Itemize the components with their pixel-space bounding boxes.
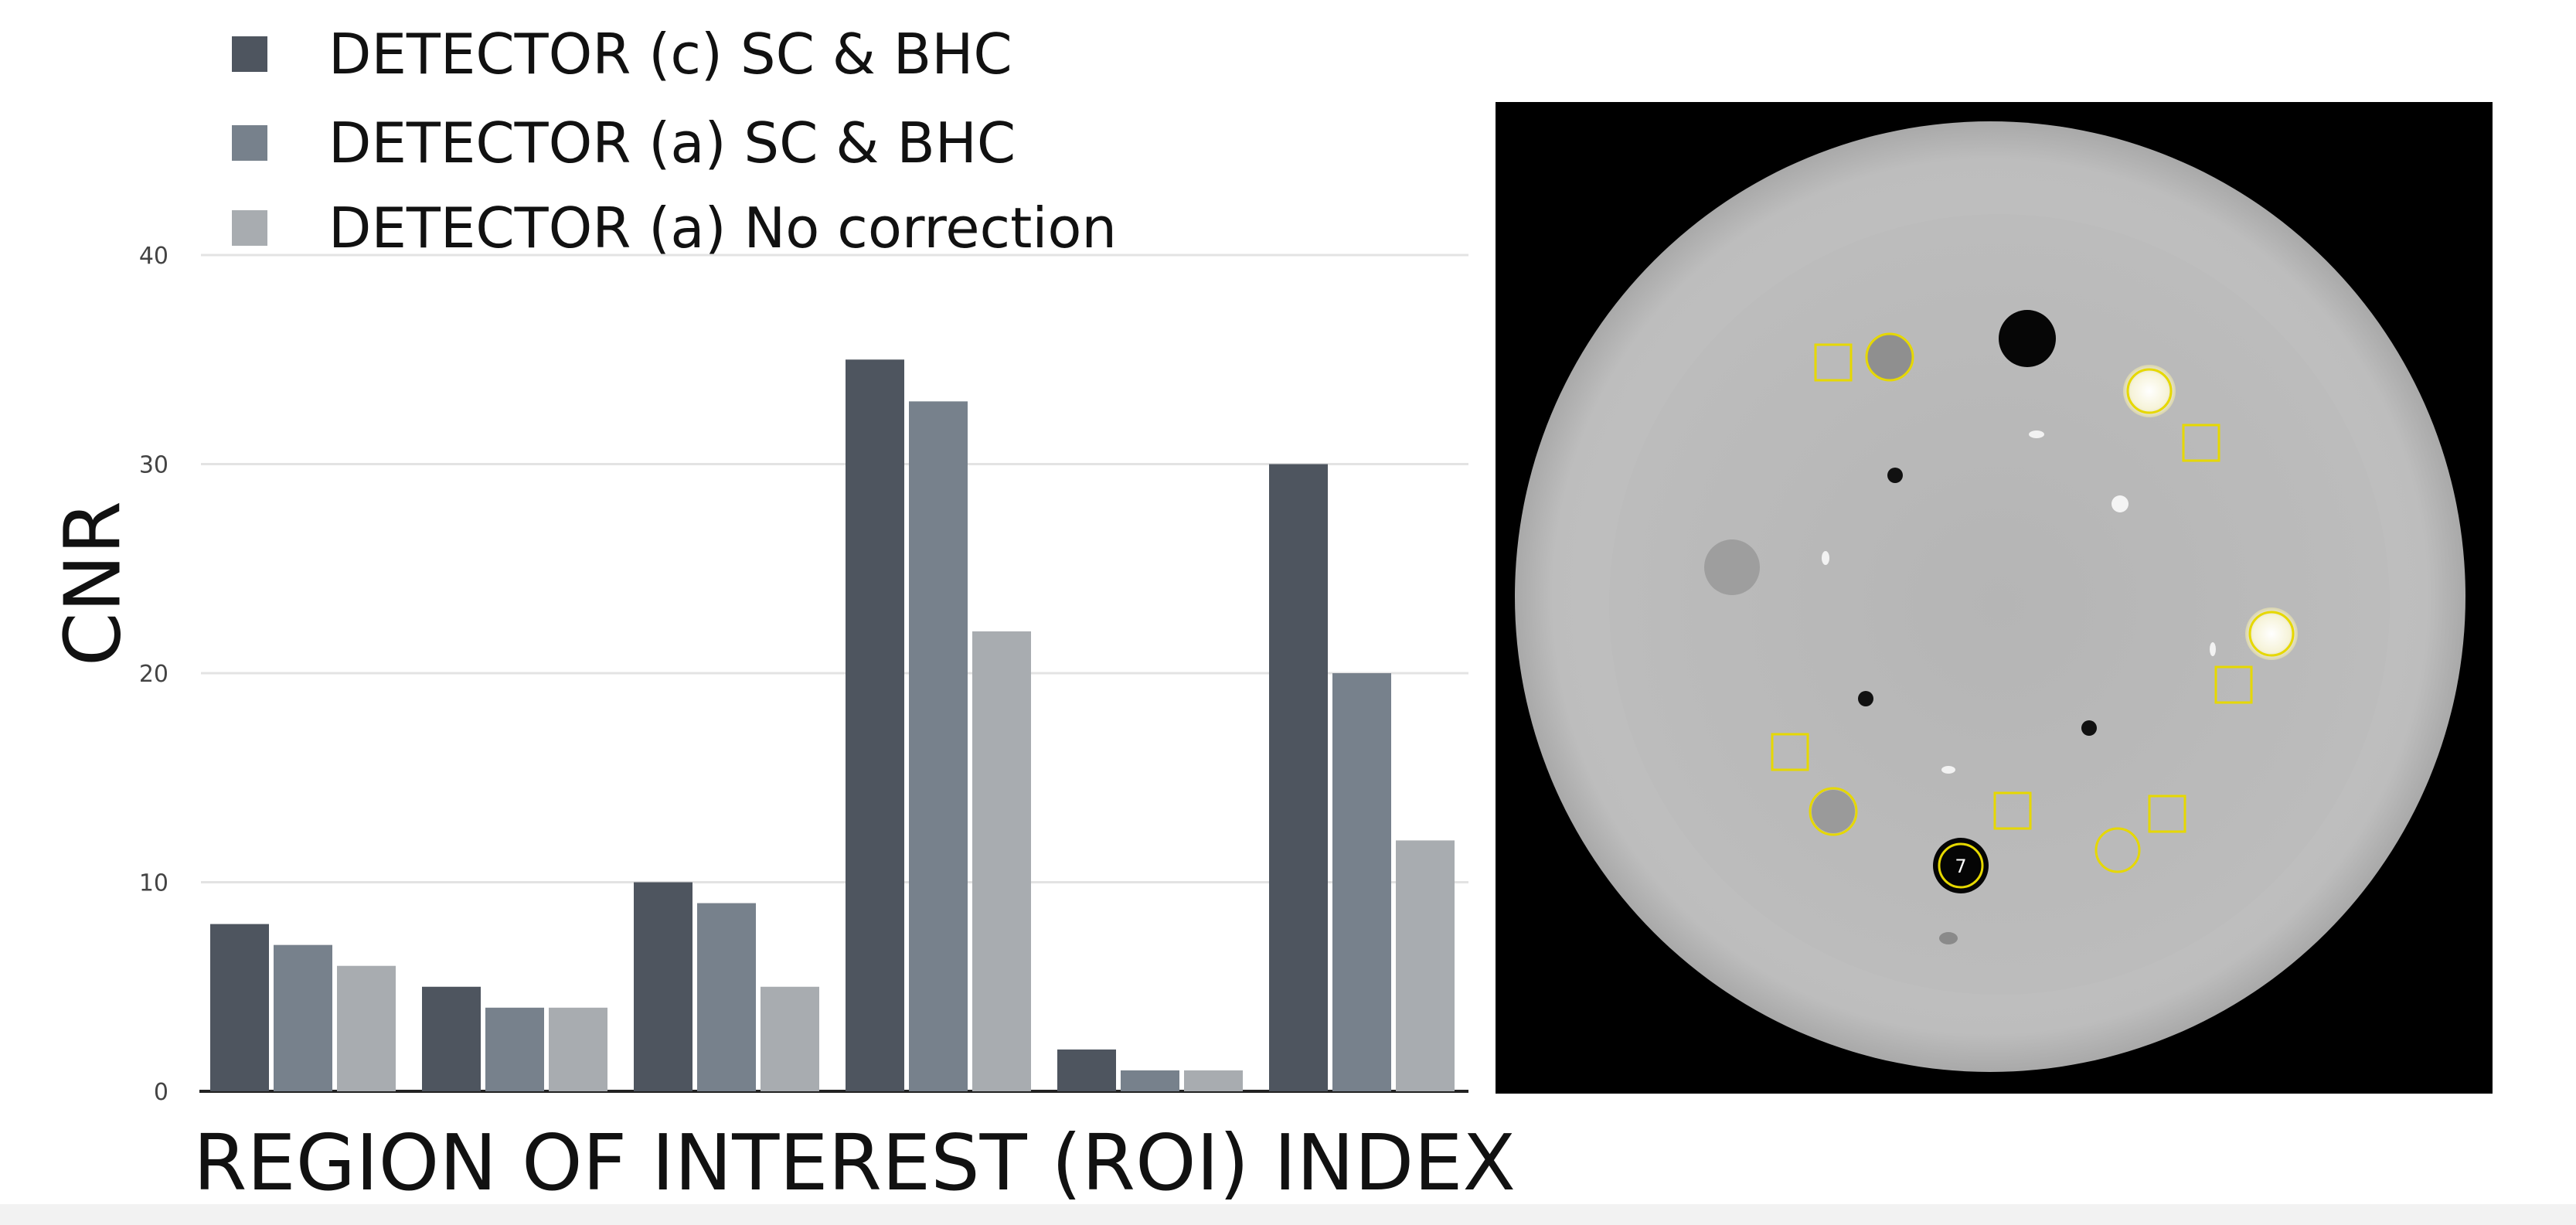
bar	[634, 882, 692, 1091]
air-insert-top	[1999, 310, 2056, 367]
small-bright-dot	[1941, 766, 1955, 774]
ct-scan-image: 7	[1496, 102, 2493, 1094]
bar	[274, 944, 332, 1091]
y-tick-label: 30	[139, 452, 168, 479]
bar	[1184, 1070, 1243, 1091]
bar	[1057, 1049, 1116, 1091]
bar	[1396, 840, 1455, 1091]
y-tick-label: 20	[139, 661, 168, 688]
bar	[337, 965, 396, 1091]
small-grey-dot	[1939, 932, 1958, 944]
small-dark-dot	[1858, 691, 1873, 706]
bar	[1332, 673, 1391, 1091]
grey-insert-lower-left	[1812, 790, 1855, 833]
small-bright-dot	[2112, 495, 2129, 512]
large-grey-insert	[1704, 539, 1760, 595]
x-axis-label: REGION OF INTEREST (ROI) INDEX	[193, 1118, 1516, 1208]
roi-number-label: 7	[1955, 856, 1966, 877]
roi-square-marker	[2182, 424, 2220, 462]
legend-swatch	[232, 36, 267, 72]
ct-phantom: 7	[1515, 121, 2465, 1072]
roi-circle-marker	[1938, 842, 1984, 889]
bar	[761, 986, 819, 1091]
bar	[697, 903, 756, 1091]
roi-circle-marker	[1809, 787, 1858, 836]
small-bright-dot	[1822, 551, 1829, 565]
bar	[1269, 464, 1328, 1091]
legend-label: DETECTOR (c) SC & BHC	[328, 22, 1012, 87]
roi-square-marker	[1814, 343, 1853, 382]
roi-square-marker	[2214, 665, 2253, 704]
bar	[972, 631, 1031, 1091]
small-dark-dot	[2081, 720, 2097, 736]
bar	[485, 1007, 544, 1091]
bright-insert-top-right	[2123, 365, 2176, 417]
bar	[210, 924, 269, 1091]
small-bright-dot	[2210, 642, 2216, 656]
bar	[909, 401, 968, 1091]
legend-label: DETECTOR (a) No correction	[328, 196, 1118, 260]
legend-swatch	[232, 210, 267, 246]
grey-insert-upper-left	[1866, 334, 1913, 380]
bottom-border-strip	[0, 1204, 2576, 1225]
bar	[422, 986, 481, 1091]
roi-square-marker	[2148, 795, 2186, 833]
small-bright-dot	[2029, 430, 2044, 438]
bar	[1121, 1070, 1179, 1091]
roi-markers	[1771, 332, 2295, 889]
roi-square-marker	[1771, 733, 1809, 771]
roi-circle-marker	[2126, 368, 2173, 414]
phantom-inner-disc	[1609, 214, 2390, 995]
y-tick-label: 10	[139, 870, 168, 897]
legend-swatch	[232, 125, 267, 161]
legend-label: DETECTOR (a) SC & BHC	[328, 111, 1016, 175]
small-dark-dot	[1887, 468, 1903, 483]
roi-circle-marker	[2248, 611, 2295, 657]
roi-circle-marker	[1865, 332, 1914, 382]
y-tick-label: 40	[139, 243, 168, 270]
roi-square-marker	[1993, 791, 2032, 830]
bar	[549, 1007, 607, 1091]
y-tick-label: 0	[154, 1079, 168, 1106]
roi-circle-marker	[2094, 827, 2141, 873]
bright-insert-right	[2245, 607, 2298, 660]
air-insert-bottom	[1933, 838, 1989, 893]
bar	[846, 359, 904, 1091]
